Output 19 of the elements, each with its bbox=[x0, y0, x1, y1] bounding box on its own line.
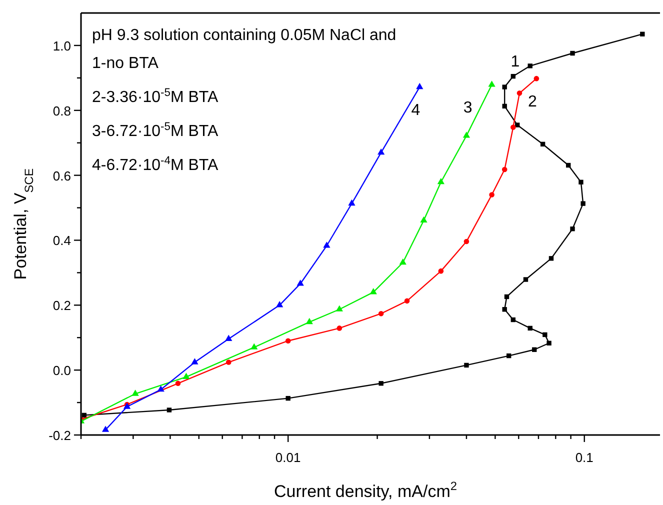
x-tick-label: 0.1 bbox=[575, 450, 594, 465]
annotation: 1-no BTA bbox=[92, 55, 159, 72]
y-tick-label: 0.0 bbox=[52, 363, 71, 378]
annotation: 4-6.72·10$^{-4}$M BTA bbox=[92, 155, 218, 174]
y-tick-label: -0.2 bbox=[48, 428, 71, 443]
y-tick-label: 0.6 bbox=[52, 168, 71, 184]
series-label: 2 bbox=[528, 94, 537, 111]
annotation: 3-6.72·10$^{-5}$M BTA bbox=[92, 121, 218, 140]
y-tick-label: 0.2 bbox=[52, 298, 71, 314]
y-tick-label: 1.0 bbox=[52, 38, 71, 54]
series-label: 4 bbox=[411, 102, 420, 120]
series-label: 3 bbox=[463, 100, 472, 117]
series-label: 1 bbox=[510, 53, 520, 70]
annotation: 2-3.36·10$^{-5}$M BTA bbox=[92, 87, 218, 106]
annotation: pH 9.3 solution containing 0.05M NaCl and bbox=[92, 27, 396, 44]
y-tick-label: 0.8 bbox=[52, 103, 71, 118]
x-axis-title: Current density, mA/cm$^{2}$ bbox=[274, 479, 458, 501]
y-tick-label: 0.4 bbox=[52, 233, 71, 248]
x-tick-label: 0.01 bbox=[275, 450, 301, 465]
